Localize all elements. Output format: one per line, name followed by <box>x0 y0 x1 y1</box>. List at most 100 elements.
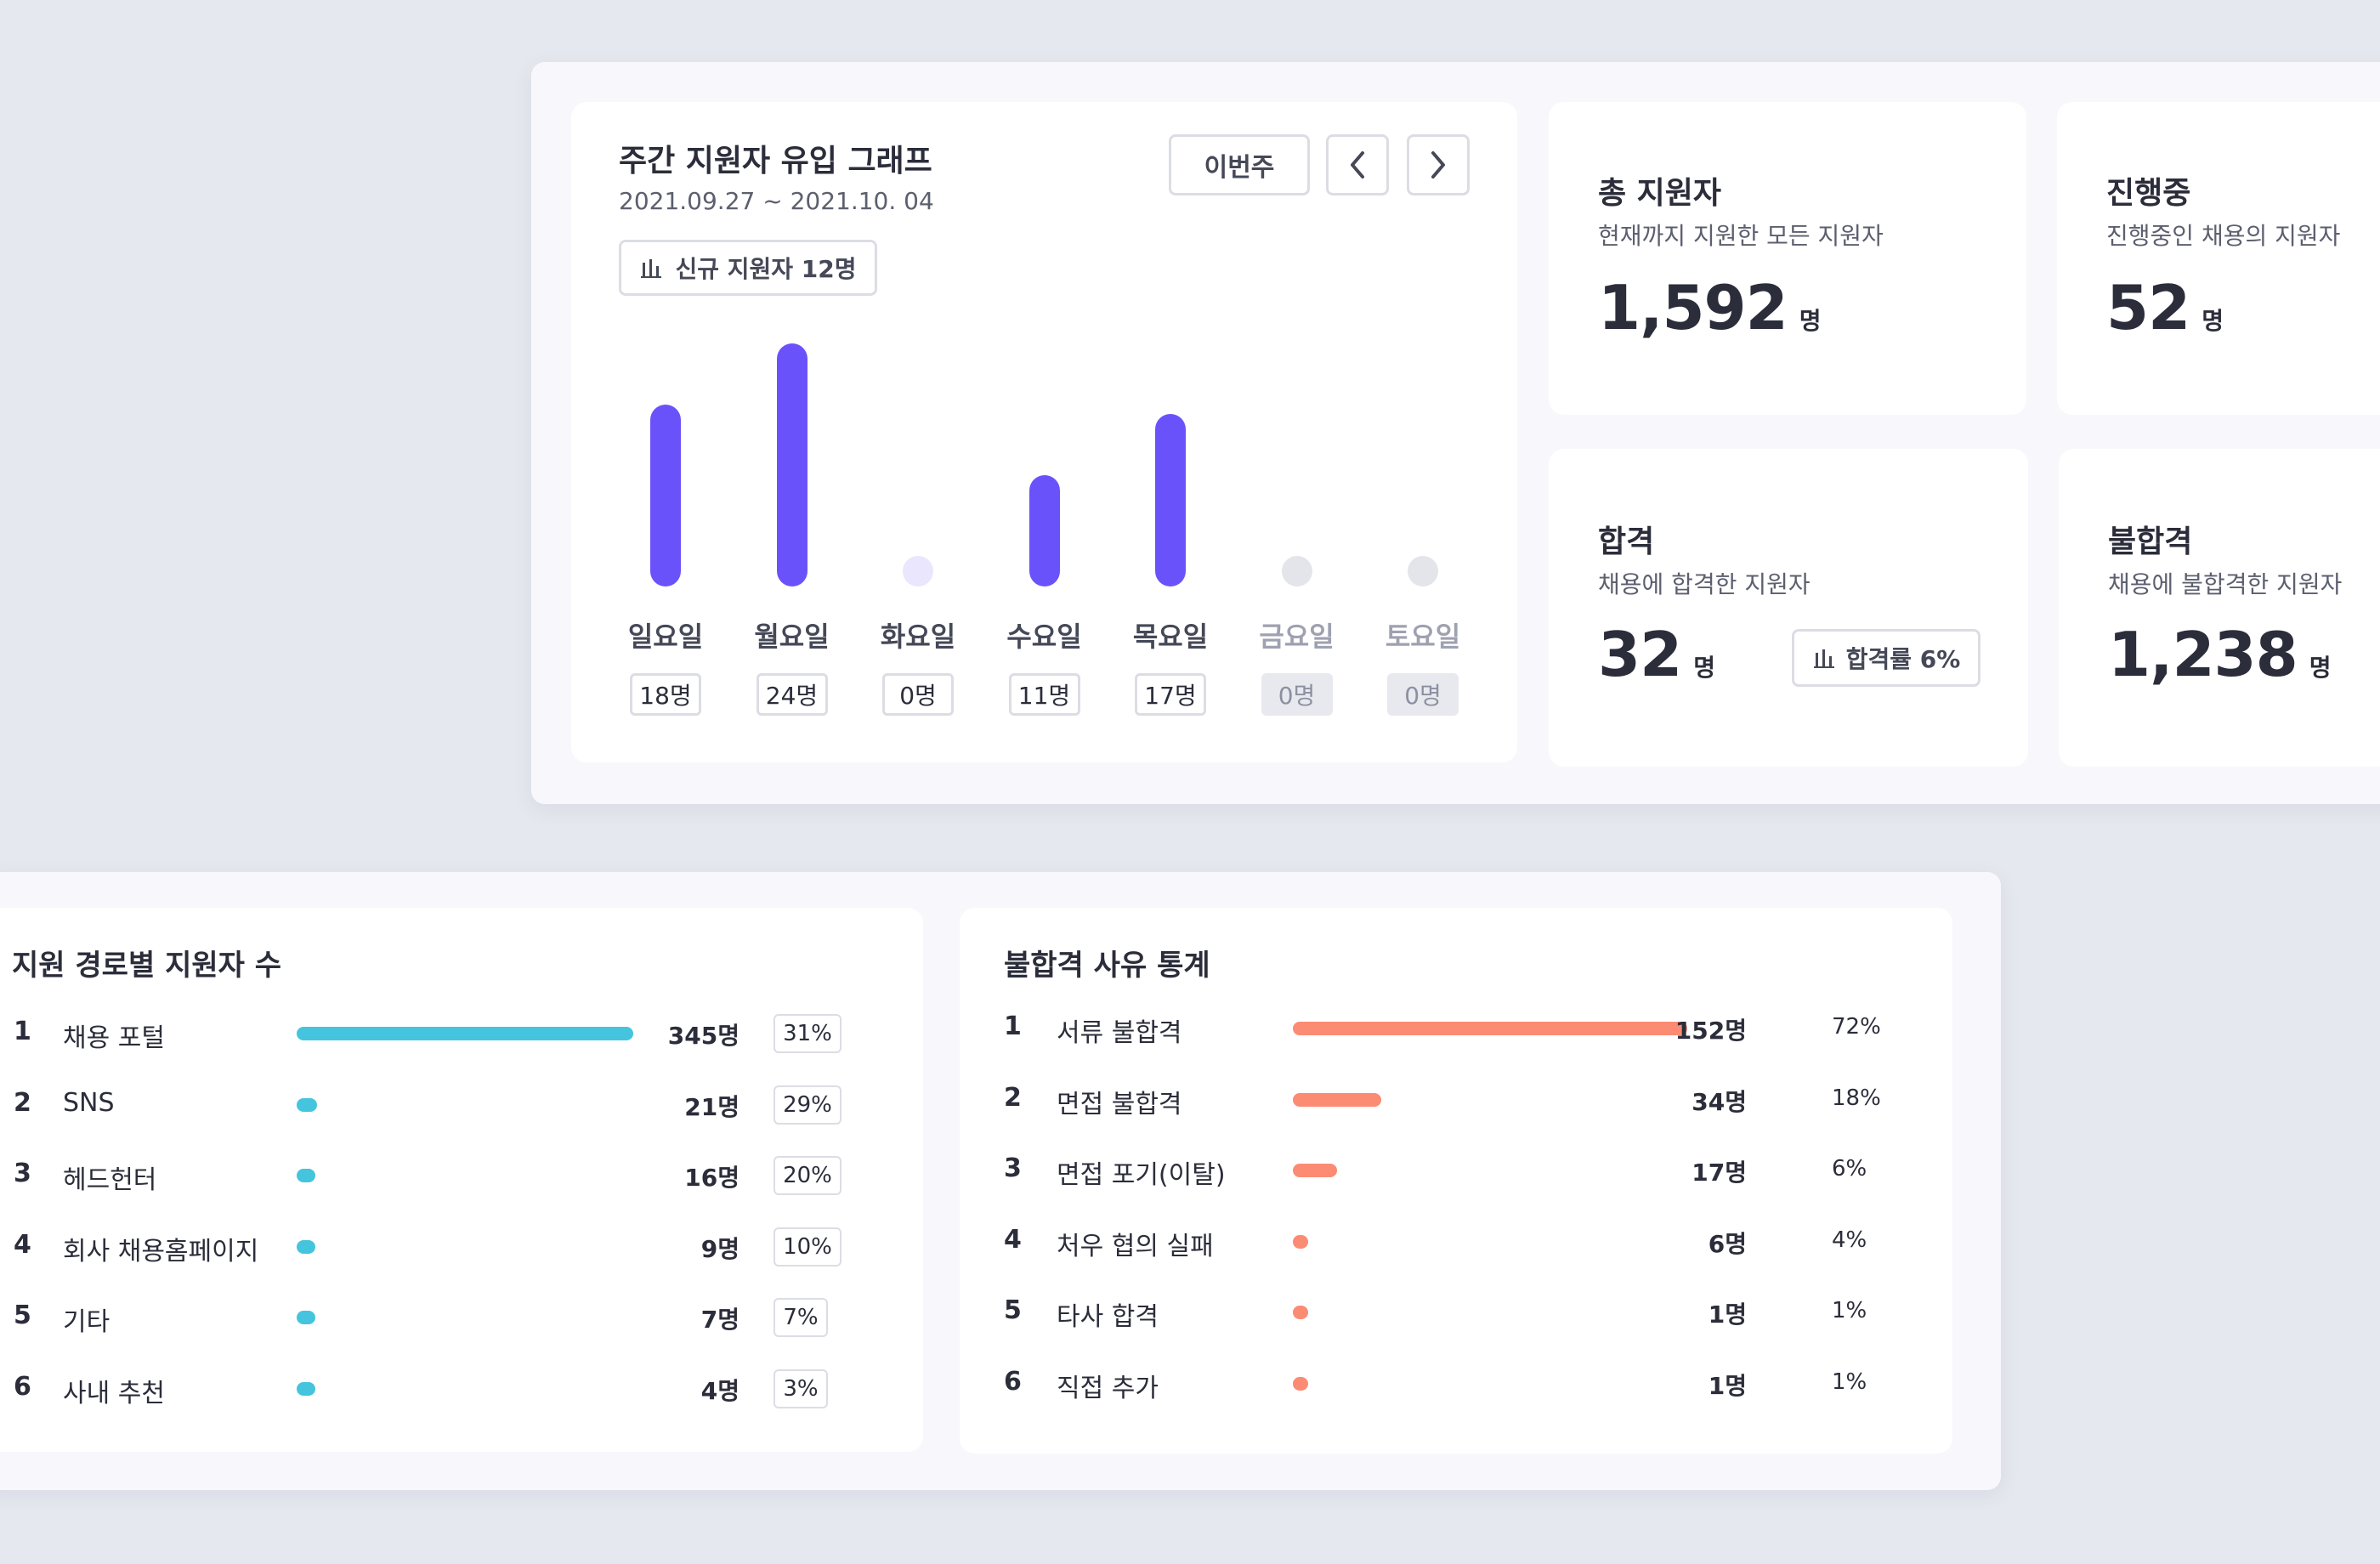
channels-row-pct: 20% <box>774 1156 842 1195</box>
reasons-row-bar <box>1293 1092 1381 1107</box>
weekly-bar <box>1155 414 1186 586</box>
channels-row-pct: 7% <box>774 1298 828 1337</box>
weekly-bar-empty <box>903 556 933 586</box>
weekly-day-count: 11명 <box>1008 673 1080 716</box>
channels-row-pct: 10% <box>774 1227 842 1266</box>
reasons-row-count: 1명 <box>1708 1300 1747 1329</box>
channels-row-bar <box>297 1239 315 1254</box>
weekly-day-label: 토요일 <box>1385 620 1461 653</box>
reasons-row-label: 면접 포기(이탈) <box>1057 1160 1226 1190</box>
channels-row-rank: 2 <box>14 1087 31 1118</box>
channels-row-label: SNS <box>63 1087 115 1118</box>
this-week-button[interactable]: 이번주 <box>1169 134 1310 196</box>
reasons-row-count: 1명 <box>1708 1371 1747 1400</box>
channels-row-rank: 6 <box>14 1371 31 1402</box>
reasons-row-rank: 5 <box>1004 1295 1022 1325</box>
reasons-row-count: 34명 <box>1692 1087 1747 1116</box>
channels-row-bar <box>297 1027 633 1040</box>
stat-fail-title: 불합격 <box>2108 524 2193 559</box>
reasons-row-pct: 18% <box>1832 1085 1881 1111</box>
channels-row-rank: 1 <box>14 1017 31 1046</box>
channels-title: 지원 경로별 지원자 수 <box>12 949 282 983</box>
stat-total-title: 총 지원자 <box>1598 176 1722 211</box>
reasons-row-pct: 1% <box>1832 1368 1867 1395</box>
reasons-row-pct: 4% <box>1832 1227 1867 1253</box>
weekly-day-label: 월요일 <box>754 620 830 653</box>
reasons-row-bar <box>1293 1234 1309 1249</box>
channels-row-count: 21명 <box>684 1092 740 1121</box>
weekly-bar <box>776 343 808 586</box>
reasons-row-bar <box>1293 1164 1337 1177</box>
reasons-row-pct: 1% <box>1832 1298 1867 1323</box>
reasons-row-rank: 1 <box>1004 1012 1022 1041</box>
chevron-left-icon <box>1351 151 1364 178</box>
stat-total-desc: 현재까지 지원한 모든 지원자 <box>1598 222 1884 250</box>
channels-row-pct: 31% <box>774 1014 842 1053</box>
new-applicants-label: 신규 지원자 12명 <box>675 255 857 283</box>
weekly-day-label: 목요일 <box>1132 620 1209 653</box>
reasons-row-rank: 4 <box>1004 1224 1022 1255</box>
stat-inprogress-desc: 진행중인 채용의 지원자 <box>2106 222 2341 250</box>
reasons-row-label: 직접 추가 <box>1057 1373 1159 1403</box>
channels-card: 지원 경로별 지원자 수 1 채용 포털 345명 31% 2 SNS 21명 29% 3 헤드헌… <box>0 908 923 1452</box>
reasons-row-bar <box>1293 1306 1308 1319</box>
reasons-row-rank: 3 <box>1004 1153 1022 1183</box>
weekly-day-label: 일요일 <box>627 620 704 653</box>
channels-row-bar <box>297 1381 315 1396</box>
channels-row-bar <box>297 1097 318 1112</box>
weekly-day-count: 0명 <box>882 673 954 716</box>
channels-row-rank: 3 <box>14 1159 31 1188</box>
channels-row-label: 기타 <box>63 1307 110 1337</box>
reasons-row-count: 152명 <box>1674 1017 1747 1045</box>
weekly-chart-card: 주간 지원자 유입 그래프 2021.09.27 ~ 2021.10. 04 신… <box>571 102 1517 762</box>
weekly-day-count: 18명 <box>630 673 701 716</box>
stat-pass-value: 32 명 <box>1598 619 1715 690</box>
new-applicants-badge: 신규 지원자 12명 <box>619 240 877 296</box>
channels-row-count: 9명 <box>700 1234 740 1263</box>
stat-fail-card: 불합격 채용에 불합격한 지원자 1,238 명 <box>2059 449 2380 767</box>
channels-row-pct: 3% <box>774 1368 828 1408</box>
stat-inprogress-card: 진행중 진행중인 채용의 지원자 52 명 <box>2057 102 2380 415</box>
weekly-day-count: 0명 <box>1387 673 1459 716</box>
stat-fail-desc: 채용에 불합격한 지원자 <box>2108 570 2343 598</box>
weekly-bar <box>650 404 681 586</box>
stat-pass-title: 합격 <box>1598 524 1655 559</box>
weekly-bar-empty <box>1408 556 1438 586</box>
weekly-day-label: 금요일 <box>1259 620 1334 653</box>
reasons-row-label: 서류 불합격 <box>1057 1018 1182 1048</box>
bar-chart-icon <box>641 259 662 278</box>
weekly-day-count: 17명 <box>1135 673 1206 716</box>
channels-row-label: 사내 추천 <box>63 1378 165 1408</box>
weekly-day-label: 화요일 <box>880 620 956 653</box>
pass-rate-label: 합격률 6% <box>1845 645 1961 673</box>
channels-row-label: 채용 포털 <box>63 1023 165 1053</box>
reasons-row-pct: 72% <box>1832 1014 1881 1040</box>
channels-row-bar <box>297 1311 315 1324</box>
reasons-title: 불합격 사유 통계 <box>1004 949 1210 983</box>
reasons-row-rank: 2 <box>1004 1082 1022 1113</box>
reasons-card: 불합격 사유 통계 1 서류 불합격 152명 72% 2 면접 불합격 34명 18% 3 면접… <box>960 908 1952 1454</box>
stat-total-value: 1,592 명 <box>1598 272 1822 343</box>
stat-fail-value: 1,238 명 <box>2108 619 2332 690</box>
prev-week-button[interactable] <box>1326 134 1389 196</box>
next-week-button[interactable] <box>1407 134 1470 196</box>
weekly-day-count: 24명 <box>756 673 828 716</box>
reasons-row-label: 타사 합격 <box>1057 1302 1159 1332</box>
reasons-row-label: 면접 불합격 <box>1057 1089 1182 1119</box>
reasons-row-bar <box>1293 1022 1687 1035</box>
channels-row-label: 헤드헌터 <box>63 1165 157 1195</box>
this-week-label: 이번주 <box>1204 153 1275 183</box>
channels-row-bar <box>297 1169 315 1182</box>
channels-row-rank: 5 <box>14 1300 31 1330</box>
channels-row-count: 7명 <box>700 1306 740 1334</box>
channels-row-label: 회사 채용홈페이지 <box>63 1236 259 1266</box>
channels-row-count: 16명 <box>684 1164 740 1192</box>
channels-row-pct: 29% <box>774 1085 842 1125</box>
reasons-list: 1 서류 불합격 152명 72% 2 면접 불합격 34명 18% 3 면접 포기(이탈) 17명… <box>960 908 1952 1454</box>
weekly-bar <box>1028 474 1060 586</box>
reasons-row-pct: 6% <box>1832 1156 1867 1182</box>
stat-inprogress-title: 진행중 <box>2106 176 2191 211</box>
weekly-chart-title: 주간 지원자 유입 그래프 <box>619 144 932 178</box>
channels-row-rank: 4 <box>14 1229 31 1260</box>
reasons-row-count: 17명 <box>1692 1159 1747 1187</box>
